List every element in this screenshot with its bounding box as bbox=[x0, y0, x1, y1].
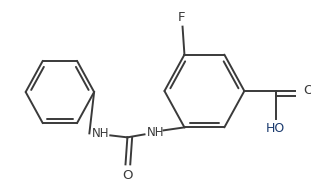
Text: O: O bbox=[122, 169, 133, 182]
Text: O: O bbox=[303, 84, 311, 98]
Text: NH: NH bbox=[92, 127, 109, 140]
Text: NH: NH bbox=[147, 126, 165, 139]
Text: HO: HO bbox=[266, 122, 285, 136]
Text: F: F bbox=[178, 11, 185, 24]
